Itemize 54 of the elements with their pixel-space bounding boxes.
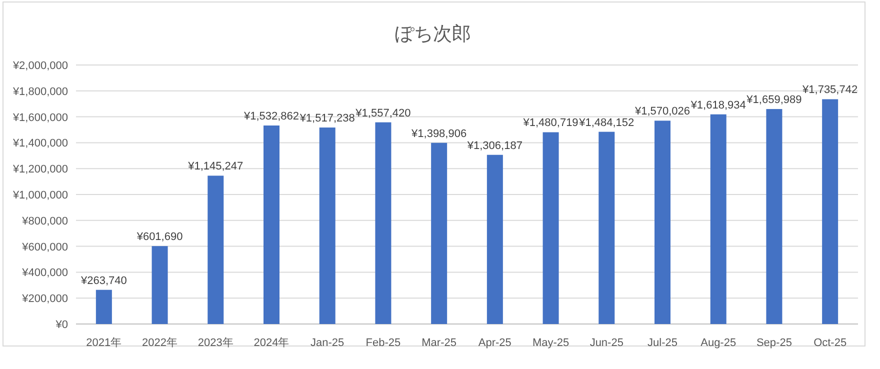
bar (486, 154, 503, 324)
data-label: ¥1,480,719 (522, 117, 578, 130)
y-tick-label: ¥1,400,000 (12, 138, 68, 150)
bar (822, 99, 838, 324)
data-label: ¥1,735,742 (802, 84, 858, 96)
y-tick-label: ¥200,000 (21, 293, 68, 306)
bar (152, 246, 168, 324)
y-tick-label: ¥800,000 (21, 215, 68, 228)
chart-title: ぽち次郎 (395, 23, 471, 45)
data-label: ¥601,690 (136, 231, 183, 244)
bar (96, 290, 112, 324)
y-tick-label: ¥600,000 (21, 241, 68, 254)
data-label: ¥1,570,026 (634, 106, 690, 118)
data-label: ¥1,306,187 (466, 140, 522, 152)
bar (264, 125, 280, 324)
data-label: ¥1,484,152 (578, 116, 634, 129)
x-tick-label: 2022年 (142, 337, 178, 349)
y-tick-label: ¥1,200,000 (12, 164, 68, 176)
y-tick-label: ¥0 (54, 319, 68, 331)
bar (375, 122, 392, 324)
data-label: ¥1,557,420 (354, 107, 411, 120)
x-tick-label: Feb-25 (366, 337, 401, 349)
y-tick-label: ¥1,600,000 (12, 112, 68, 124)
x-tick-label: Sep-25 (756, 337, 792, 349)
data-label: ¥1,398,906 (410, 128, 467, 140)
data-label: ¥1,517,238 (298, 112, 355, 125)
bar (710, 114, 726, 324)
x-tick-label: 2024年 (254, 337, 290, 349)
y-tick-label: ¥400,000 (21, 267, 68, 280)
bar (319, 128, 336, 324)
x-tick-label: Jun-25 (590, 337, 624, 349)
data-label: ¥1,659,989 (746, 94, 802, 106)
data-label: ¥263,740 (80, 274, 127, 287)
x-tick-label: Mar-25 (422, 337, 456, 349)
data-label: ¥1,618,934 (690, 99, 746, 112)
y-tick-label: ¥1,000,000 (12, 190, 68, 202)
x-tick-label: Jan-25 (310, 337, 344, 349)
y-tick-label: ¥2,000,000 (12, 60, 68, 72)
x-tick-label: 2023年 (198, 337, 234, 349)
bar (431, 142, 448, 324)
bar (542, 132, 559, 324)
bar (766, 109, 782, 324)
x-tick-label: May-25 (532, 337, 570, 349)
bar (654, 120, 670, 324)
x-tick-label: Apr-25 (478, 337, 512, 349)
x-tick-label: Aug-25 (700, 337, 736, 349)
bar (208, 176, 224, 324)
bar (598, 132, 615, 324)
data-label: ¥1,145,247 (187, 160, 244, 173)
data-label: ¥1,532,862 (242, 110, 300, 122)
x-tick-label: 2021年 (86, 337, 122, 349)
x-tick-label: Jul-25 (648, 337, 678, 349)
x-tick-label: Oct-25 (814, 337, 847, 349)
y-tick-label: ¥1,800,000 (12, 86, 68, 98)
